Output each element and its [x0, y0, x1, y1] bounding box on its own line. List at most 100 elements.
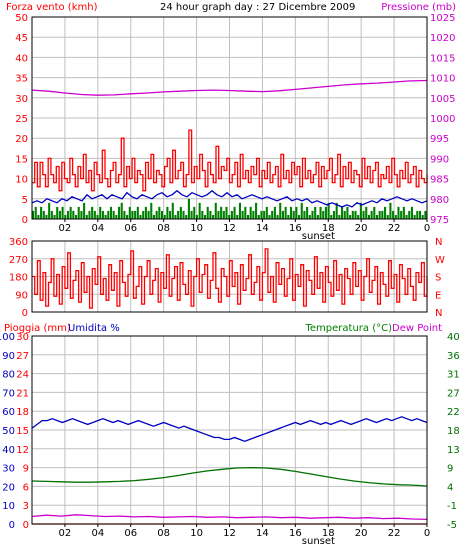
gust-bar	[300, 202, 303, 219]
gust-bar	[198, 202, 201, 219]
humidity-y-tick-label: 90	[2, 351, 15, 362]
gust-bar	[187, 198, 190, 219]
wind-y-tick-label: 0	[22, 215, 28, 226]
temperature-y-tick-label: 27	[447, 388, 460, 399]
gust-bar	[230, 210, 233, 219]
gust-bar	[319, 206, 322, 219]
gust-bar	[85, 214, 88, 219]
gust-bar	[284, 206, 287, 219]
gust-bar	[214, 202, 217, 219]
gust-bar	[206, 206, 209, 219]
pressure-line	[31, 79, 428, 96]
wind-y-tick-label: 50	[15, 13, 28, 24]
gust-bar	[402, 206, 405, 219]
gust-bar	[185, 214, 188, 219]
gust-bar	[66, 210, 70, 219]
rain-y-tick-label: 30	[16, 332, 29, 343]
pressure-y-tick-label: 1010	[430, 74, 455, 85]
gust-bar	[174, 214, 177, 219]
wind-axis-label: Forza vento (kmh)	[6, 2, 98, 13]
gust-bar	[370, 210, 373, 219]
gust-bar	[217, 210, 220, 219]
pressure-y-tick-label: 990	[430, 154, 449, 165]
gust-bar	[405, 214, 408, 219]
gust-bar	[96, 214, 99, 219]
gust-bar	[212, 214, 215, 219]
gust-bar	[42, 210, 45, 219]
gust-bar	[179, 206, 182, 219]
temperature-y-tick-label: 13	[447, 445, 460, 456]
gust-bar	[421, 214, 424, 219]
gust-bar	[99, 206, 102, 219]
gust-bar	[367, 214, 370, 219]
direction-y-tick-label: 0	[22, 308, 28, 319]
gust-bar	[126, 214, 129, 219]
gust-bar	[155, 210, 158, 219]
gust-bar	[88, 210, 91, 219]
wind-sunset-label: sunset	[302, 231, 335, 242]
wind-x-tick-label: 20	[355, 223, 368, 234]
temp-x-tick-label: 22	[388, 528, 401, 539]
gust-bar	[424, 210, 427, 219]
gust-bar	[306, 206, 309, 219]
gust-bar	[354, 210, 357, 219]
gust-bar	[228, 214, 231, 219]
temperature-y-tick-label: 31	[447, 370, 460, 381]
gust-bar	[182, 210, 185, 219]
rain-y-tick-label: 9	[23, 464, 29, 475]
temperature-y-tick-label: 9	[447, 464, 453, 475]
temp-x-tick-label: 06	[124, 528, 137, 539]
gust-bar	[48, 202, 51, 219]
gust-bar	[289, 206, 293, 219]
gust-bar	[308, 214, 311, 219]
wind-x-tick-label: 02	[59, 223, 72, 234]
gust-bar	[203, 214, 207, 219]
gust-bar	[400, 210, 403, 219]
gust-bar	[236, 214, 239, 219]
wind-y-tick-label: 25	[15, 114, 28, 125]
gust-bar	[416, 210, 419, 219]
gust-bar	[58, 210, 61, 219]
direction-y-tick-label: 270	[9, 255, 28, 266]
gust-bar	[158, 206, 161, 219]
gust-bar	[292, 210, 295, 219]
temp-x-tick-label: 02	[59, 528, 72, 539]
gust-bar	[314, 206, 317, 219]
gust-bar	[112, 210, 115, 219]
temp-x-tick-label: 18	[322, 528, 335, 539]
gust-bar	[410, 206, 413, 219]
gust-bar	[64, 214, 67, 219]
dewpoint-line	[31, 514, 428, 521]
gust-bar	[171, 202, 174, 219]
temp-x-tick-label: 10	[190, 528, 203, 539]
temperature-y-tick-label: 22	[447, 407, 460, 418]
gust-bar	[50, 210, 53, 219]
gust-bar	[324, 206, 327, 219]
gust-bar	[144, 206, 147, 219]
gust-bar	[386, 214, 389, 219]
gust-bar	[327, 202, 330, 219]
gust-bar	[34, 206, 37, 219]
gust-bar	[246, 214, 250, 219]
pressure-y-tick-label: 1025	[430, 13, 455, 24]
temperature-y-tick-label: 4	[447, 482, 453, 493]
temperature-y-tick-label: 40	[447, 332, 460, 343]
pressure-y-tick-label: 995	[430, 134, 449, 145]
gust-bar	[45, 214, 48, 219]
gust-bar	[287, 214, 290, 219]
gust-bar	[303, 210, 306, 219]
gust-bar	[193, 206, 196, 219]
humidity-y-tick-label: 30	[2, 464, 15, 475]
rain-y-tick-label: 27	[16, 351, 29, 362]
gust-bar	[397, 206, 400, 219]
wind-y-tick-label: 10	[15, 175, 28, 186]
compass-tick-label: W	[435, 255, 445, 266]
gust-bar	[69, 206, 72, 219]
gust-bar	[357, 214, 360, 219]
gust-bar	[166, 206, 169, 219]
wind-y-tick-label: 35	[15, 74, 28, 85]
wind-y-tick-label: 15	[15, 154, 28, 165]
gust-bar	[238, 202, 241, 219]
gust-bar	[74, 214, 78, 219]
gust-bar	[281, 210, 284, 219]
